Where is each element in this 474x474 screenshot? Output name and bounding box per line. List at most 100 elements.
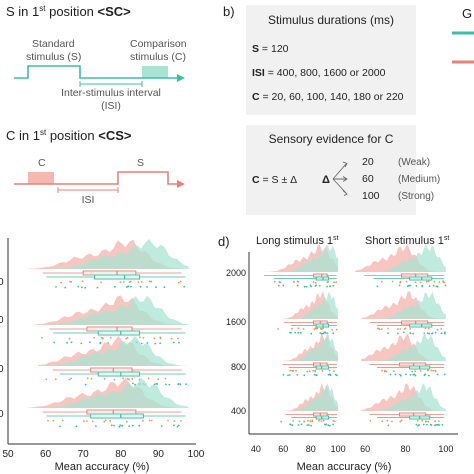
rain-dot-salmon: [399, 420, 402, 423]
standard-stimulus-label-2: stimulus (S): [26, 51, 81, 63]
rain-dot-teal: [183, 285, 186, 288]
cs-c-label: C: [38, 157, 46, 169]
rain-dot-salmon: [425, 420, 427, 423]
rain-dot-teal: [306, 424, 309, 426]
evidence-medium-label: (Medium): [398, 174, 440, 185]
delta-branch-arrowheads: [342, 161, 348, 196]
rain-dot-salmon: [303, 420, 306, 423]
density-cloud-teal: [30, 378, 189, 408]
rain-dot-teal: [435, 424, 438, 426]
x-tick-label: 60: [40, 449, 52, 460]
panel-c-plot-area: 50 60 70 80 90 100: [2, 239, 205, 460]
rain-dot-teal: [64, 286, 67, 289]
rain-dot-salmon: [54, 378, 57, 381]
rain-dot-salmon: [83, 420, 85, 423]
rain-dot-salmon: [321, 370, 324, 372]
rain-dot-salmon: [41, 336, 43, 339]
rain-dot-salmon: [311, 419, 314, 422]
rain-dot-salmon: [129, 280, 132, 283]
rain-dot-salmon: [91, 420, 94, 423]
density-cloud-salmon: [361, 333, 446, 361]
stimulus-durations-box: [246, 5, 416, 115]
rain-dot-teal: [291, 424, 294, 426]
rain-dot-teal: [409, 374, 412, 376]
rain-dot-teal: [310, 332, 313, 335]
rain-dot-teal: [326, 285, 328, 288]
rain-dot-salmon: [61, 419, 64, 422]
rain-dot-salmon: [297, 280, 300, 283]
rain-dot-teal: [53, 341, 56, 344]
cs-comparison-block: [28, 172, 54, 184]
density-cloud-salmon: [355, 244, 446, 272]
x-tick-label: 100: [188, 449, 205, 460]
rain-dot-salmon: [164, 377, 167, 380]
rain-dot-teal: [428, 332, 431, 335]
rain-dot-salmon: [86, 377, 89, 380]
sc-title: S in 1st position <SC>: [6, 4, 131, 19]
rain-dot-teal: [66, 341, 68, 344]
sc-comparison-block: [142, 66, 168, 78]
rain-dot-teal: [159, 342, 162, 345]
cs-s-label: S: [137, 157, 144, 169]
rain-dot-salmon: [148, 419, 151, 422]
rain-dot-teal: [297, 331, 300, 334]
density-cloud-teal: [369, 333, 446, 361]
rain-dot-teal: [325, 423, 328, 426]
rain-dot-salmon: [322, 327, 324, 330]
rain-dot-salmon: [159, 337, 162, 340]
rain-dot-salmon: [295, 369, 297, 372]
rain-dot-teal: [130, 285, 132, 288]
box-iqr-teal: [409, 323, 433, 328]
density-cloud-teal: [45, 336, 189, 366]
density-cloud-teal: [369, 291, 446, 319]
rain-dot-salmon: [128, 378, 131, 381]
rain-dot-teal: [408, 284, 410, 287]
rain-dot-teal: [434, 331, 437, 334]
rain-dot-teal: [300, 423, 303, 426]
rain-dot-teal: [387, 332, 389, 335]
rain-dot-salmon: [440, 328, 443, 330]
rain-dot-teal: [119, 424, 122, 427]
isi-label: Inter-stimulus interval: [61, 87, 161, 99]
rain-dot-salmon: [298, 420, 301, 423]
rain-dot-salmon: [113, 378, 116, 381]
rain-dot-teal: [173, 424, 175, 427]
rain-dot-salmon: [100, 281, 102, 284]
rain-dot-salmon: [45, 378, 48, 381]
rain-dot-teal: [296, 374, 299, 376]
short-stimulus-title: Short stimulus 1st: [365, 235, 449, 247]
rain-dot-salmon: [109, 420, 111, 422]
rain-dot-salmon: [142, 419, 144, 422]
rain-dot-teal: [318, 284, 321, 287]
rain-dot-teal: [308, 424, 310, 426]
rain-dot-teal: [99, 341, 102, 344]
rain-dot-teal: [70, 341, 73, 344]
rain-dot-salmon: [397, 328, 399, 330]
rain-dot-teal: [334, 373, 337, 376]
rain-dot-teal: [329, 285, 331, 288]
panel-d-y-tick: 400: [231, 406, 246, 416]
panel-d-y-tick: 2000: [226, 268, 246, 278]
rain-dot-teal: [415, 285, 418, 287]
rain-dot-salmon: [425, 280, 428, 283]
rain-dot-teal: [443, 332, 446, 335]
rain-dot-teal: [297, 424, 300, 426]
cs-title: C in 1st position <CS>: [6, 128, 132, 143]
box-iqr-teal: [97, 371, 141, 377]
rain-dot-salmon: [137, 281, 140, 283]
rain-dot-salmon: [386, 419, 389, 422]
rain-dot-teal: [88, 341, 91, 344]
rain-dot-teal: [376, 285, 379, 288]
rain-dot-teal: [443, 373, 446, 376]
rain-dot-salmon: [326, 281, 329, 284]
rain-dot-salmon: [148, 280, 151, 283]
rain-dot-salmon: [103, 377, 106, 380]
rain-dot-salmon: [403, 328, 406, 330]
panel-d-long-plot-area: 40 60 80 100: [251, 244, 346, 454]
rain-dot-salmon: [122, 377, 124, 380]
density-cloud-teal: [286, 383, 339, 411]
rain-dot-salmon: [167, 419, 169, 422]
rain-dot-teal: [299, 331, 302, 334]
rain-dot-teal: [289, 331, 291, 334]
